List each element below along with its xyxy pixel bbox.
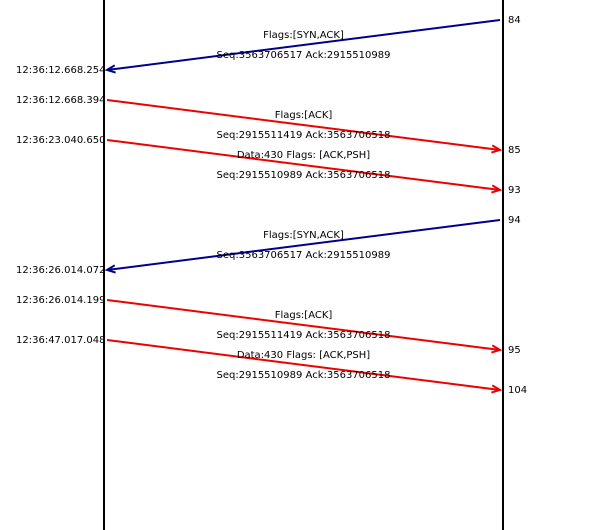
message-flags-label: Flags:[ACK] [275, 310, 333, 321]
message-seq-ack-label: Seq:2915511419 Ack:3563706518 [217, 330, 391, 341]
message-frame-number: 85 [508, 145, 521, 156]
message-seq-ack-label: Seq:3563706517 Ack:2915510989 [217, 250, 391, 261]
message-frame-number: 94 [508, 215, 521, 226]
message-seq-ack-label: Seq:3563706517 Ack:2915510989 [217, 50, 391, 61]
message-outgoing: Data:430 Flags: [ACK,PSH] Seq:2915510989 … [16, 335, 527, 396]
message-timestamp: 12:36:26.014.199 [16, 295, 105, 306]
message-outgoing: Flags:[ACK] Seq:2915511419 Ack:3563706518… [16, 95, 521, 156]
arrowhead-icon [491, 144, 503, 154]
message-arrow-line [106, 299, 501, 351]
message-outgoing: Data:430 Flags: [ACK,PSH] Seq:2915510989 … [16, 135, 521, 196]
message-flags-label: Flags:[SYN,ACK] [263, 30, 344, 41]
message-timestamp: 12:36:26.014.072 [16, 265, 105, 276]
message-frame-number: 104 [508, 385, 527, 396]
message-seq-ack-label: Seq:2915510989 Ack:3563706518 [217, 370, 391, 381]
message-arrow-line [106, 139, 501, 191]
message-frame-number: 84 [508, 15, 521, 26]
message-timestamp: 12:36:12.668.394 [16, 95, 105, 106]
message-incoming: Flags:[SYN,ACK] Seq:3563706517 Ack:291551… [16, 215, 521, 276]
message-flags-label: Data:430 Flags: [ACK,PSH] [237, 150, 370, 161]
message-timestamp: 12:36:23.040.650 [16, 135, 105, 146]
arrowhead-icon [491, 344, 503, 354]
message-timestamp: 12:36:47.017.048 [16, 335, 105, 346]
message-flags-label: Flags:[ACK] [275, 110, 333, 121]
arrowhead-icon [104, 64, 116, 74]
message-frame-number: 95 [508, 345, 521, 356]
arrowhead-icon [491, 384, 503, 394]
arrowhead-icon [104, 264, 116, 274]
message-list: Flags:[SYN,ACK] Seq:3563706517 Ack:291551… [16, 15, 527, 396]
message-frame-number: 93 [508, 185, 521, 196]
message-seq-ack-label: Seq:2915511419 Ack:3563706518 [217, 130, 391, 141]
message-timestamp: 12:36:12.668.254 [16, 65, 105, 76]
message-outgoing: Flags:[ACK] Seq:2915511419 Ack:3563706518… [16, 295, 521, 356]
message-flags-label: Flags:[SYN,ACK] [263, 230, 344, 241]
message-arrow-line [106, 99, 501, 151]
message-incoming: Flags:[SYN,ACK] Seq:3563706517 Ack:291551… [16, 15, 521, 76]
arrowhead-icon [491, 184, 503, 194]
message-arrow-line [106, 219, 501, 271]
message-arrow-line [106, 339, 501, 391]
message-arrow-line [106, 19, 501, 71]
message-flags-label: Data:430 Flags: [ACK,PSH] [237, 350, 370, 361]
message-seq-ack-label: Seq:2915510989 Ack:3563706518 [217, 170, 391, 181]
